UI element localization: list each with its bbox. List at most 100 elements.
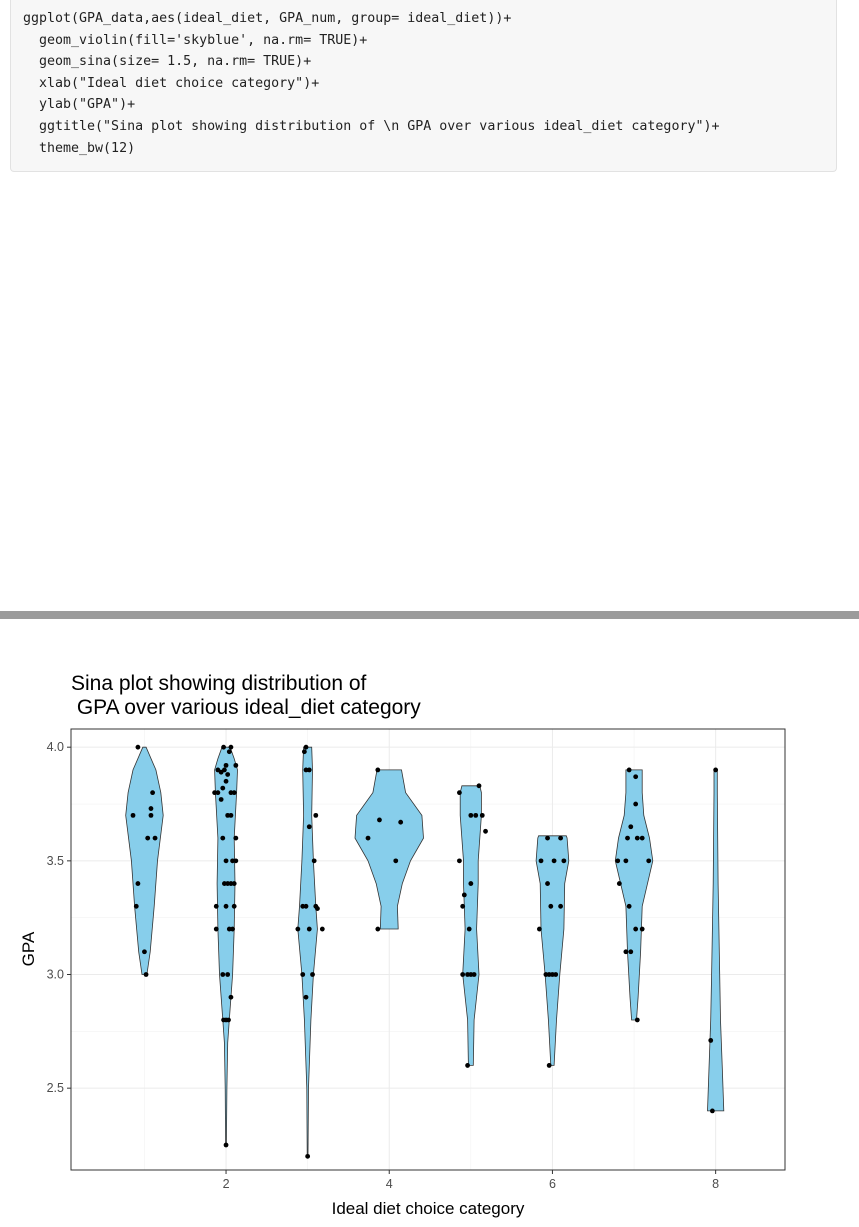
x-axis-title: Ideal diet choice category bbox=[332, 1199, 525, 1218]
sina-point bbox=[708, 1038, 714, 1043]
sina-point bbox=[616, 881, 622, 886]
sina-point bbox=[634, 835, 640, 841]
sina-point bbox=[558, 835, 563, 841]
sina-point bbox=[310, 972, 315, 977]
sina-point bbox=[626, 903, 632, 909]
sina-point bbox=[315, 906, 320, 911]
sina-point bbox=[465, 1063, 470, 1068]
sina-point bbox=[233, 835, 239, 841]
sina-point bbox=[231, 881, 237, 886]
sina-point bbox=[558, 903, 563, 909]
sina-point bbox=[545, 881, 550, 886]
sina-point bbox=[561, 858, 567, 864]
sina-point bbox=[398, 819, 404, 825]
sina-point bbox=[471, 972, 477, 977]
sina-point bbox=[228, 994, 234, 1000]
sina-point bbox=[306, 824, 312, 830]
y-tick-label: 2.5 bbox=[47, 1081, 64, 1095]
sina-point bbox=[233, 858, 239, 864]
sina-point bbox=[225, 772, 231, 777]
sina-point bbox=[375, 767, 381, 773]
sina-point bbox=[466, 926, 472, 932]
sina-point bbox=[639, 835, 645, 841]
axis-ticks: 2.5 3.0 3.5 4.0 2 4 6 8 bbox=[47, 740, 720, 1191]
y-tick-label: 4.0 bbox=[47, 740, 64, 754]
sina-point bbox=[709, 1108, 715, 1114]
sina-point bbox=[306, 926, 312, 932]
sina-point bbox=[213, 903, 219, 909]
sina-point bbox=[228, 744, 234, 750]
sina-point bbox=[135, 744, 141, 750]
sina-point bbox=[628, 824, 634, 830]
sina-point bbox=[548, 903, 554, 909]
sina-point bbox=[215, 790, 221, 796]
sina-point bbox=[628, 949, 634, 955]
sina-point bbox=[130, 812, 136, 818]
sina-point bbox=[625, 835, 630, 841]
sina-point bbox=[473, 812, 479, 818]
sina-point bbox=[133, 903, 139, 909]
sina-point bbox=[226, 1017, 231, 1023]
sina-point bbox=[222, 767, 227, 773]
sina-point bbox=[634, 1017, 640, 1023]
sina-point bbox=[233, 762, 239, 768]
sina-point bbox=[365, 835, 371, 841]
sina-point bbox=[300, 972, 306, 977]
sina-point bbox=[713, 767, 719, 773]
sina-point bbox=[377, 817, 382, 823]
sina-point bbox=[306, 767, 312, 773]
x-tick-label: 8 bbox=[712, 1177, 719, 1191]
sina-point bbox=[295, 926, 301, 932]
x-tick-label: 6 bbox=[549, 1177, 556, 1191]
sina-point bbox=[538, 858, 544, 864]
sina-point bbox=[311, 858, 317, 864]
sina-point bbox=[148, 806, 154, 811]
sina-point bbox=[546, 1063, 552, 1068]
sina-point bbox=[476, 783, 482, 789]
violin-category-2 bbox=[214, 746, 238, 1146]
sina-point bbox=[223, 762, 229, 768]
violins bbox=[125, 746, 725, 1157]
violin-category-3 bbox=[297, 746, 318, 1157]
sina-point bbox=[483, 828, 488, 834]
sina-point bbox=[150, 790, 156, 796]
sina-point bbox=[460, 972, 466, 977]
sina-point bbox=[536, 926, 542, 932]
sina-point bbox=[461, 892, 467, 898]
violin-category-5 bbox=[459, 785, 482, 1066]
code-cell: ggplot(GPA_data,aes(ideal_diet, GPA_num,… bbox=[10, 0, 837, 172]
chart-title-line-1: Sina plot showing distribution of bbox=[71, 672, 367, 695]
sina-point bbox=[152, 835, 158, 841]
output-divider bbox=[0, 611, 859, 619]
sina-point bbox=[626, 767, 632, 773]
sina-point bbox=[148, 812, 154, 818]
sina-point bbox=[460, 903, 466, 909]
sina-point bbox=[225, 972, 231, 977]
y-tick-label: 3.0 bbox=[47, 968, 64, 982]
sina-point bbox=[313, 812, 319, 818]
panel-border bbox=[70, 728, 786, 1171]
chart-title-line-2: GPA over various ideal_diet category bbox=[71, 696, 421, 719]
violin-category-7 bbox=[614, 769, 654, 1021]
sina-point bbox=[228, 812, 234, 818]
y-tick-label: 3.5 bbox=[47, 854, 64, 868]
chart-area: Sina plot showing distribution of GPA ov… bbox=[0, 619, 859, 1227]
sina-point bbox=[145, 835, 151, 841]
sina-point bbox=[220, 972, 226, 977]
sina-point bbox=[303, 994, 309, 1000]
sina-point bbox=[303, 903, 309, 909]
sina-point bbox=[223, 778, 229, 784]
violin-category-6 bbox=[535, 835, 570, 1066]
sina-point bbox=[231, 790, 237, 796]
sina-point bbox=[393, 858, 399, 864]
sina-points bbox=[130, 744, 719, 1159]
sina-point bbox=[135, 881, 141, 886]
sina-point bbox=[223, 858, 229, 864]
x-tick-label: 2 bbox=[223, 1177, 230, 1191]
sina-point bbox=[221, 744, 226, 750]
sina-point bbox=[223, 903, 229, 909]
sina-point bbox=[220, 835, 226, 841]
sina-point bbox=[633, 926, 639, 932]
sina-point bbox=[143, 972, 149, 977]
sina-point bbox=[457, 790, 462, 796]
